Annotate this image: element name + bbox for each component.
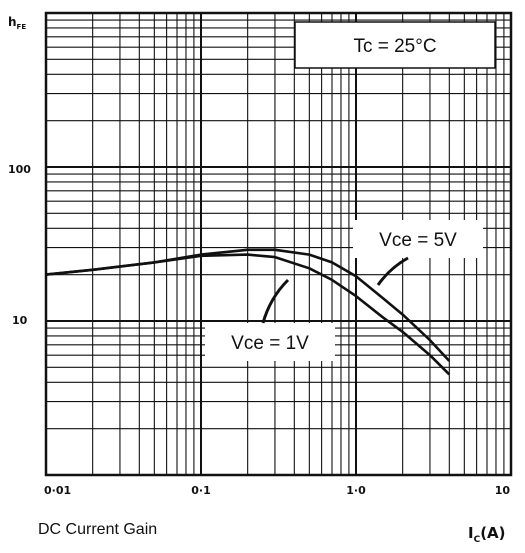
curves: [45, 248, 451, 376]
leader-line-vce-5v: [376, 256, 409, 286]
x-tick-label: 0·1: [191, 484, 211, 497]
series-label-box: [205, 323, 335, 361]
x-tick-label: 1·0: [346, 484, 366, 497]
x-axis-label-sub: C: [473, 535, 481, 545]
chart-caption: DC Current Gain: [38, 521, 158, 538]
x-tick-label: 10: [495, 484, 511, 497]
temperature-box: [294, 21, 496, 69]
y-tick-label: 100: [8, 163, 31, 176]
plot-frame: [44, 11, 513, 477]
y-axis-label-sub: FE: [17, 23, 27, 31]
series-label-vce-5v: Vce = 5V: [379, 230, 457, 251]
temperature-label: Tc = 25°C: [353, 36, 436, 57]
leader-line-vce-1v: [261, 278, 290, 324]
y-tick-label: 10: [12, 314, 28, 327]
x-tick-label: 0·01: [44, 484, 71, 497]
series-label-vce-1v: Vce = 1V: [231, 333, 309, 354]
y-axis-label: hFE: [8, 15, 26, 31]
x-axis-label-unit: (A): [480, 524, 506, 542]
y-axis-label-main: h: [8, 15, 17, 29]
x-axis-label: IC(A): [468, 524, 506, 545]
x-axis-label-main: I: [468, 524, 474, 542]
series-line-vce-1v: [45, 253, 451, 376]
series-label-box: [353, 220, 483, 258]
